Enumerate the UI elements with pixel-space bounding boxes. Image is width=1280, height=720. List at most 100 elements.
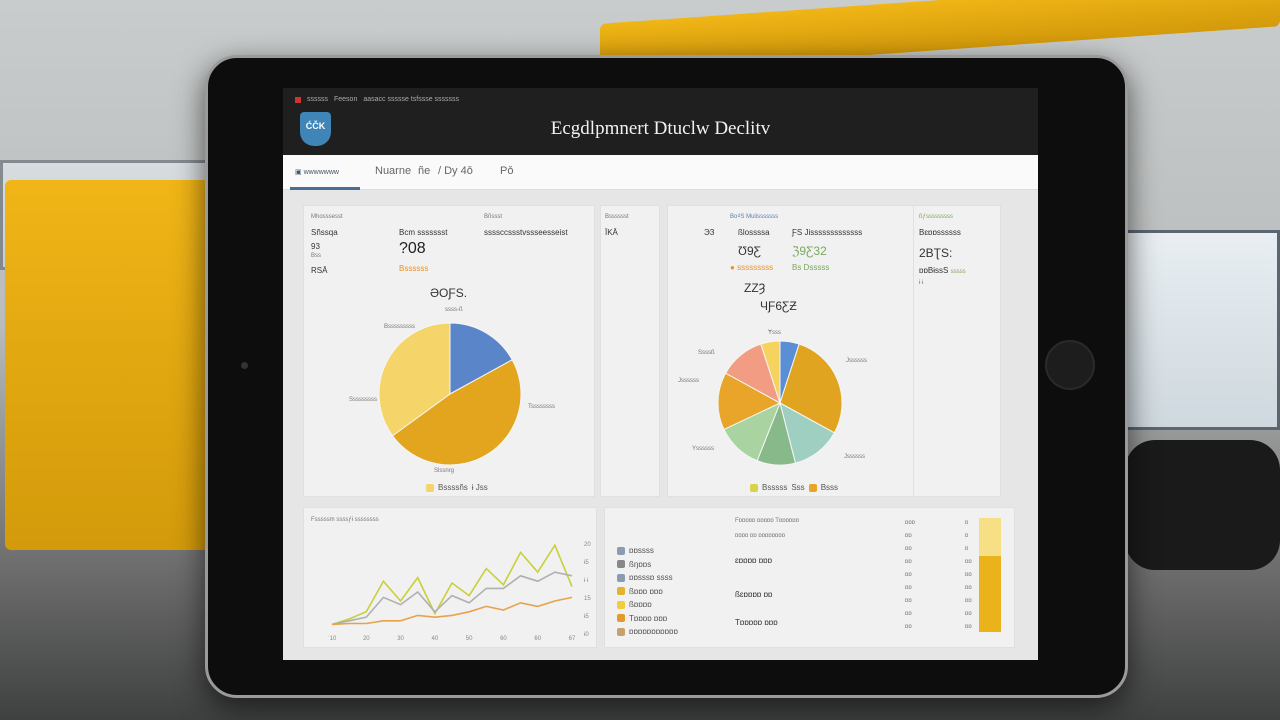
x-tick-label: 40 [432,636,439,642]
legend-item: ɒɒsssɒ ssss [617,573,673,582]
card-value: 93 [311,242,320,251]
legend-label: ßɒɒɒ ɒɒɒ [629,586,663,596]
background-truck [1125,440,1280,570]
table-header: ɒɒɒɒ ɒɒ ɒɒɒɒɒɒɒɒ [735,533,786,539]
background-machinery [5,180,215,550]
pie-label: Ssssß [698,350,715,356]
pie-legend: Bssssñs ɨ Jss [426,483,488,492]
pie-label: Tssssssss [528,404,555,410]
pie-label: Yssssss [692,446,715,452]
table-card: ɒɒssss ßŋɒɒs ɒɒsssɒ ssss ßɒɒɒ ɒɒɒ ßɒɒɒɒ Tɒɒɒɒ… [604,507,1015,648]
metric-sub-text: ɒɒBɨssS [919,266,949,275]
tablet-home-button[interactable] [1045,340,1095,390]
pie-label: Jssssss [844,454,865,460]
legend-label: ɒɒssss [629,546,654,555]
dashboard-screen: ssssss Feeson aasacc ssssse tsfssse ssss… [283,88,1038,660]
x-tick-label: 60 [500,636,507,642]
legend-swatch [617,587,625,595]
card-value-sub: Bss [311,253,322,259]
tab-2[interactable]: Nuarne [375,165,412,177]
card-value: ÏKĀ [605,228,618,237]
table-cell: ɒɒ [965,624,972,630]
pie-legend: Bsssss Sss Bsss [750,483,838,492]
pie-chart-2 [717,340,843,466]
tab-4[interactable]: / Dy 4ǒ [438,165,473,177]
table-cell: ɒ [965,546,969,552]
legend-swatch [617,600,625,609]
metric-value: ℨ9Ƹ32 [792,244,827,258]
metric-value: ZZȜ [744,281,766,295]
line-series-0 [331,543,573,626]
legend-item: ßŋɒɒs [617,560,651,569]
legend-label: Bsssss [762,483,788,492]
tab-5[interactable]: Pǒ [500,165,514,177]
metric-label: ßlossssa [738,228,770,237]
tablet-camera [241,362,248,369]
y-tick-label: ɨ5 [584,560,589,566]
metric-value: ЧƑ6ƸƵ [760,299,797,313]
metric-sub-text: sssssssss [737,263,774,272]
y-tick-label: ɨ0 [584,632,589,638]
legend-label: ɒɒɒɒɒɒɒɒɒɒɒ [629,627,678,636]
metric-value: 2BƮS: [919,246,953,260]
legend-swatch [617,627,625,636]
legend-label: ßŋɒɒs [629,559,652,569]
x-tick-label: 30 [397,636,404,642]
trend-card: Fsssssm ssssƒɨ ssssssss ˈ10 20 30 40 50 60 60 6… [303,507,597,648]
tab-bar: ▣ wwwwwww Nuarne ñe / Dy 4ǒ Pǒ [283,155,1038,190]
pie2-slice-5 [717,372,782,431]
pie1-slice-2 [378,322,451,437]
x-tick-label: 20 [363,636,370,642]
pie2-slice-1 [779,343,843,434]
background-window [1110,230,1280,430]
table-cell: ɒɒ [965,572,972,578]
pie-label: Bsssssssss [384,324,416,330]
card-label: Bñssst [484,214,503,220]
app-icon [295,96,301,103]
pie-title: ƏOƑS. [430,286,468,300]
tab-overview[interactable]: ▣ wwwwwww [295,169,339,176]
y-tick-label: ɨ ɨ [584,578,589,584]
pie-label: Jssssss [678,378,699,384]
metric-value: ?08 [399,240,426,257]
legend-label: Sss [791,483,805,492]
table-row: Tɒɒɒɒɒ ɒɒɒ [735,618,778,627]
card-side-label: ЭЗ [704,228,715,237]
pie-label: Ɏsss [768,330,782,336]
table-cell: ɒɒ [905,611,912,617]
pie-label: ssss-ß [445,307,463,313]
pie-label: Sssssssss [349,397,378,403]
legend-swatch [617,573,625,582]
legend-label: ßɒɒɒɒ [629,600,652,609]
metric-value: Ʊ9Ƹ [738,244,761,258]
table-cell: ɒ [965,520,969,526]
logo-shield-icon: ĆČK [300,112,331,146]
legend-label: ɨ Jss [471,483,488,492]
line-series-2 [331,596,573,626]
summary-card-2: Bsssssst ÏKĀ [600,205,660,497]
progress-fill [979,555,1001,632]
legend-item: ßɒɒɒ ɒɒɒ [617,587,663,596]
progress-bar [979,518,1001,632]
pie-label: Jssssss [846,358,867,364]
topbar-text: ssssss [307,96,328,103]
metric-label: Bɛɒɒssssss [919,228,961,237]
table-cell: ɒɒ [905,546,912,552]
legend-item: ɒɒɒɒɒɒɒɒɒɒɒ [617,627,678,636]
header-topline: ssssss Feeson aasacc ssssse tsfssse ssss… [295,96,459,103]
pie-label: Slssnrg [434,468,455,474]
card-value: RSĀ [311,266,328,275]
pie1-slice-1 [391,359,522,466]
legend-item: ɒɒssss [617,546,654,555]
pie2-slice-7 [760,340,781,404]
legend-label: Bsss [820,483,839,492]
table-header: Fɒɒɒɒɒ ɒɒɒɒɒ Tɒɒɒɒɒɒ [735,518,799,524]
y-tick-label: 20 [584,542,591,548]
summary-card-1: Mhosssesst Sñssqa 93 Bss RSĀ Bcm sssssss… [303,205,595,497]
tab-3[interactable]: ñe [418,165,431,177]
tab-label: wwwwwww [303,169,339,176]
legend-swatch [426,483,434,492]
metric-sub-text: ɨ ɨ [919,280,924,286]
page-title: Ecgdlpmnert Dtuclw Declitv [550,118,771,139]
table-cell: ɒɒɒ [905,520,916,526]
